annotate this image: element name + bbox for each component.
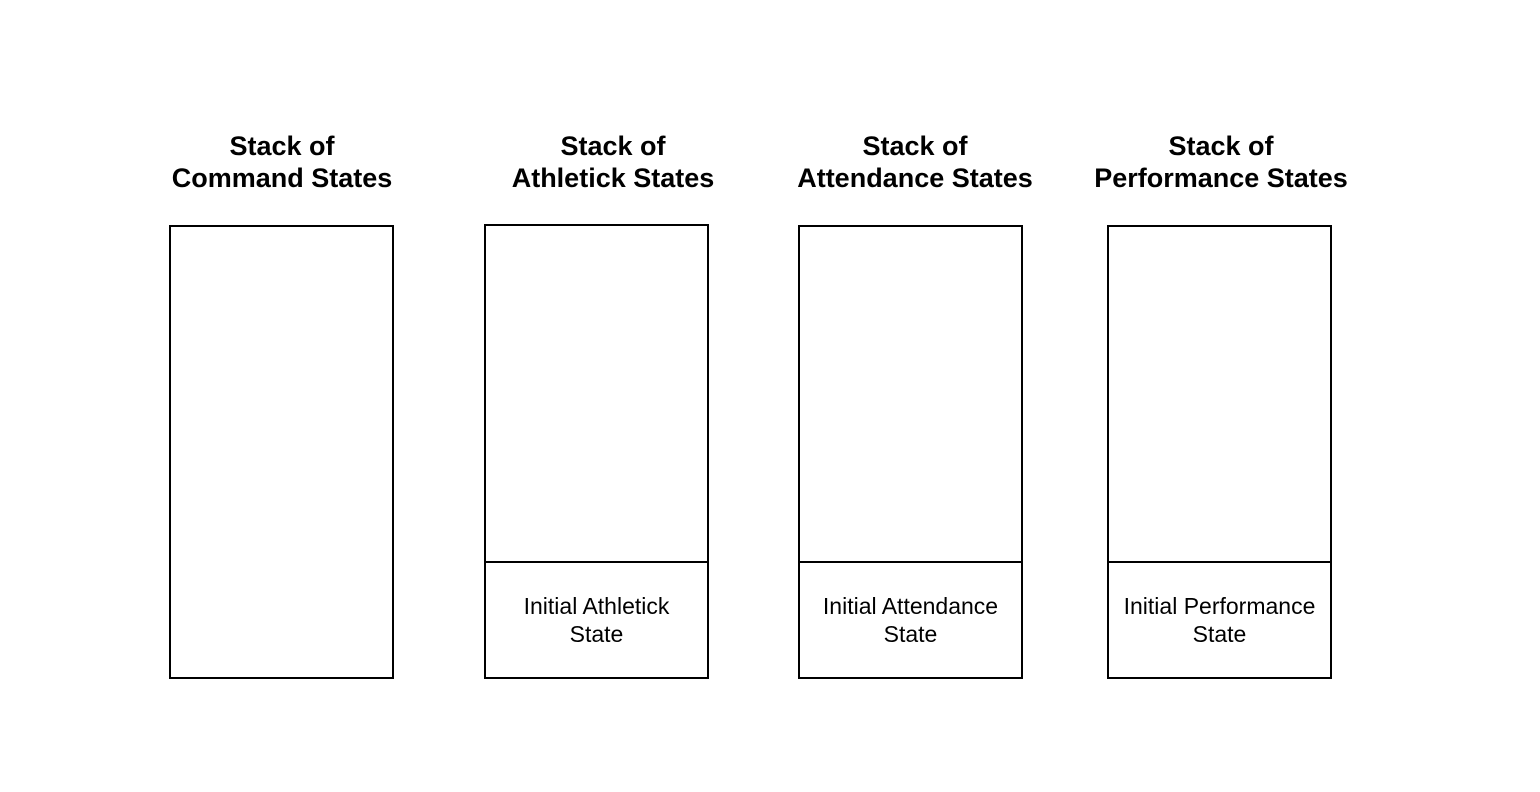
command-stack-box bbox=[169, 225, 394, 679]
athletick-stack-title: Stack of Athletick States bbox=[453, 130, 773, 194]
command-stack-title-line1: Stack of bbox=[229, 131, 335, 161]
initial-performance-state-line1: Initial Performance bbox=[1123, 593, 1316, 619]
performance-stack-title: Stack of Performance States bbox=[1061, 130, 1381, 194]
attendance-stack-title: Stack of Attendance States bbox=[755, 130, 1075, 194]
athletick-stack-box: Initial Athletick State bbox=[484, 224, 709, 679]
performance-stack-box: Initial Performance State bbox=[1107, 225, 1332, 679]
performance-stack-title-line1: Stack of bbox=[1168, 131, 1274, 161]
command-stack-title-line2: Command States bbox=[171, 163, 393, 193]
attendance-stack-title-line1: Stack of bbox=[862, 131, 968, 161]
performance-stack-title-line2: Performance States bbox=[1094, 163, 1348, 193]
initial-athletick-state-line2: State bbox=[569, 621, 624, 647]
initial-performance-state-line2: State bbox=[1192, 621, 1247, 647]
initial-attendance-state-line2: State bbox=[883, 621, 938, 647]
attendance-stack-title-line2: Attendance States bbox=[797, 163, 1033, 193]
initial-athletick-state-item: Initial Athletick State bbox=[486, 561, 707, 677]
athletick-stack-title-line1: Stack of bbox=[560, 131, 666, 161]
command-stack-title: Stack of Command States bbox=[122, 130, 442, 194]
initial-attendance-state-item: Initial Attendance State bbox=[800, 561, 1021, 677]
athletick-stack-title-line2: Athletick States bbox=[511, 163, 715, 193]
initial-performance-state-item: Initial Performance State bbox=[1109, 561, 1330, 677]
initial-athletick-state-line1: Initial Athletick bbox=[523, 593, 670, 619]
initial-attendance-state-line1: Initial Attendance bbox=[822, 593, 999, 619]
attendance-stack-box: Initial Attendance State bbox=[798, 225, 1023, 679]
